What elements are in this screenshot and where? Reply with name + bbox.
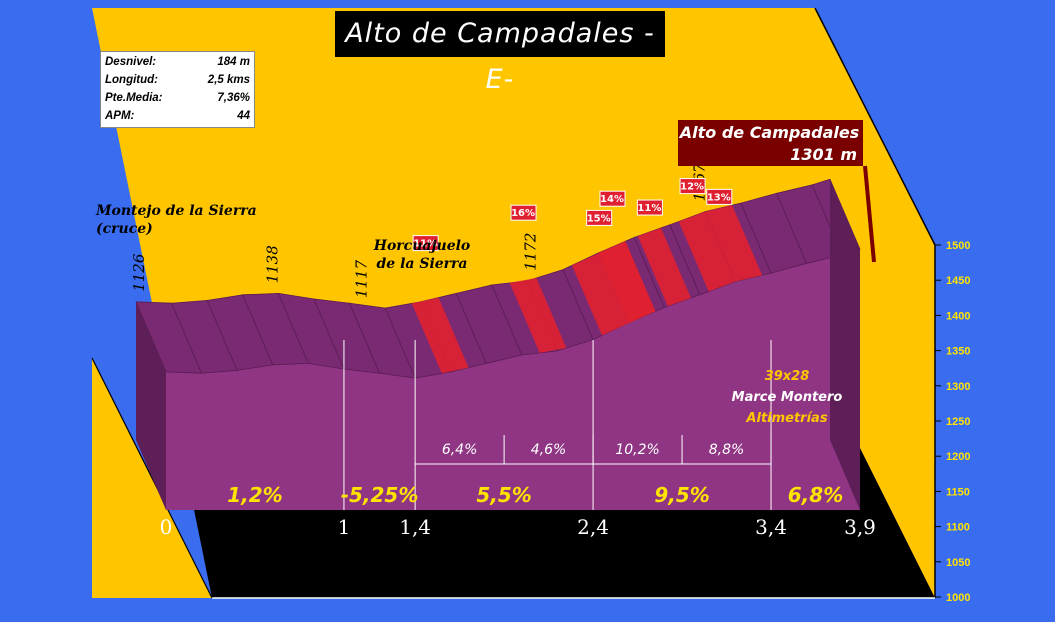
profile-side-face (136, 301, 166, 510)
start-place-line1: Montejo de la Sierra (96, 203, 257, 219)
grade-tag-label: 12% (680, 182, 704, 193)
segment-grade-label: 1,2% (227, 483, 282, 507)
chart-labels: 1126113811171172126711%16%15%14%11%12%13… (130, 163, 876, 298)
grade-tag (510, 204, 537, 221)
sub-grade-label: 4,6% (531, 442, 567, 458)
credit-line3: Altimetrías (746, 411, 828, 426)
segment-grade-label: 6,8% (788, 483, 843, 507)
grade-tag (679, 178, 706, 195)
start-place-line2: (cruce) (96, 221, 153, 237)
y-tick-label: 1200 (946, 451, 970, 463)
left-edge (91, 357, 213, 599)
x-tick-label: 1 (338, 515, 351, 539)
mid-place-line1: Horcuajuelo (373, 238, 471, 254)
summit-name: Alto de Campadales (679, 123, 860, 142)
steep-section (678, 211, 736, 292)
sub-grade-label: 8,8% (709, 442, 745, 458)
altitude-label: 1117 (352, 259, 370, 298)
x-tick-label: 3,9 (844, 515, 876, 539)
stat-label: Pte.Media: (105, 92, 163, 104)
grade-tag (412, 235, 439, 252)
profile-3d (135, 178, 861, 511)
sub-grade-label: 10,2% (615, 442, 659, 458)
steep-section (598, 241, 656, 323)
y-tick-label: 1100 (946, 522, 970, 534)
segment-grade-label: -5,25% (341, 483, 419, 507)
profile-front-face (166, 249, 860, 511)
stat-label: Longitud: (105, 74, 159, 86)
chart-title: Alto de Campadales -E- (335, 11, 665, 95)
right-edge (814, 7, 936, 246)
grade-tag-label: 11% (413, 239, 437, 250)
credit-line2: Marce Montero (731, 390, 843, 405)
stat-value: 184 m (217, 56, 250, 68)
y-tick-label: 1050 (946, 557, 970, 569)
summit-altitude: 1301 m (790, 145, 857, 164)
grade-tag-label: 13% (707, 192, 731, 203)
x-tick-label: 0 (160, 515, 173, 539)
grade-tag-label: 15% (587, 213, 611, 224)
sub-grade-label: 6,4% (442, 442, 478, 458)
y-tick-label: 1150 (946, 486, 970, 498)
x-tick-label: 2,4 (577, 515, 609, 539)
stat-value: 44 (237, 110, 250, 122)
y-axis: 1000 1050 1100 1150 1200 1250 1300 1350 1400 1450… (935, 240, 970, 604)
summit-box: Alto de Campadales 1301 m (678, 120, 863, 166)
start-place-label: Montejo de la Sierra (cruce) (96, 202, 257, 238)
y-tick-label: 1450 (946, 275, 970, 287)
grade-tag (706, 188, 733, 205)
stats-box: Desnivel: 184 m Longitud: 2,5 kms Pte.Medi… (100, 51, 255, 128)
y-tick-label: 1300 (946, 381, 970, 393)
stat-label: APM: (105, 110, 135, 122)
steep-section (411, 297, 469, 374)
x-tick-label: 1,4 (399, 515, 431, 539)
grade-tag-label: 14% (600, 194, 624, 205)
y-tick-label: 1250 (946, 416, 970, 428)
stat-label: Desnivel: (105, 56, 157, 68)
stat-row: APM: 44 (105, 108, 250, 126)
segment-grade-label: 9,5% (654, 483, 709, 507)
grade-tag-label: 16% (511, 208, 535, 219)
altitude-label: 1138 (263, 245, 281, 283)
steep-section (637, 227, 691, 307)
grade-tag (586, 209, 613, 226)
y-tick-label: 1350 (946, 346, 970, 358)
summit-pointer (863, 165, 876, 263)
grade-tag-label: 11% (637, 203, 661, 214)
stat-value: 2,5 kms (207, 74, 250, 86)
mid-place-label: Horcuajuelo de la Sierra (372, 237, 472, 273)
stat-value: 7,36% (217, 92, 250, 104)
y-tick-label: 1400 (946, 310, 970, 322)
km-dividers: 1,2% -5,25% 5,5% 9,5% 6,8% 6,4% 4,6% 10,2% 8,8% 0… (160, 340, 876, 539)
credit-line1: 39x28 (764, 369, 810, 384)
stat-row: Desnivel: 184 m (105, 54, 250, 72)
altitude-label: 1126 (130, 253, 148, 292)
x-tick-label: 3,4 (755, 515, 787, 539)
altitude-label: 1172 (521, 233, 539, 271)
profile-end-face (830, 179, 860, 511)
mid-place-line2: de la Sierra (376, 256, 468, 272)
stat-row: Longitud: 2,5 kms (105, 72, 250, 90)
grade-tag (636, 199, 663, 216)
grade-tag (599, 190, 626, 207)
steep-section (705, 205, 763, 282)
y-tick-label: 1500 (946, 240, 970, 252)
segment-grade-label: 5,5% (476, 483, 531, 507)
stat-row: Pte.Media: 7,36% (105, 90, 250, 108)
credit-block: 39x28 Marce Montero Altimetrías (712, 366, 862, 429)
steep-section (509, 278, 567, 353)
y-tick-label: 1000 (946, 592, 970, 604)
